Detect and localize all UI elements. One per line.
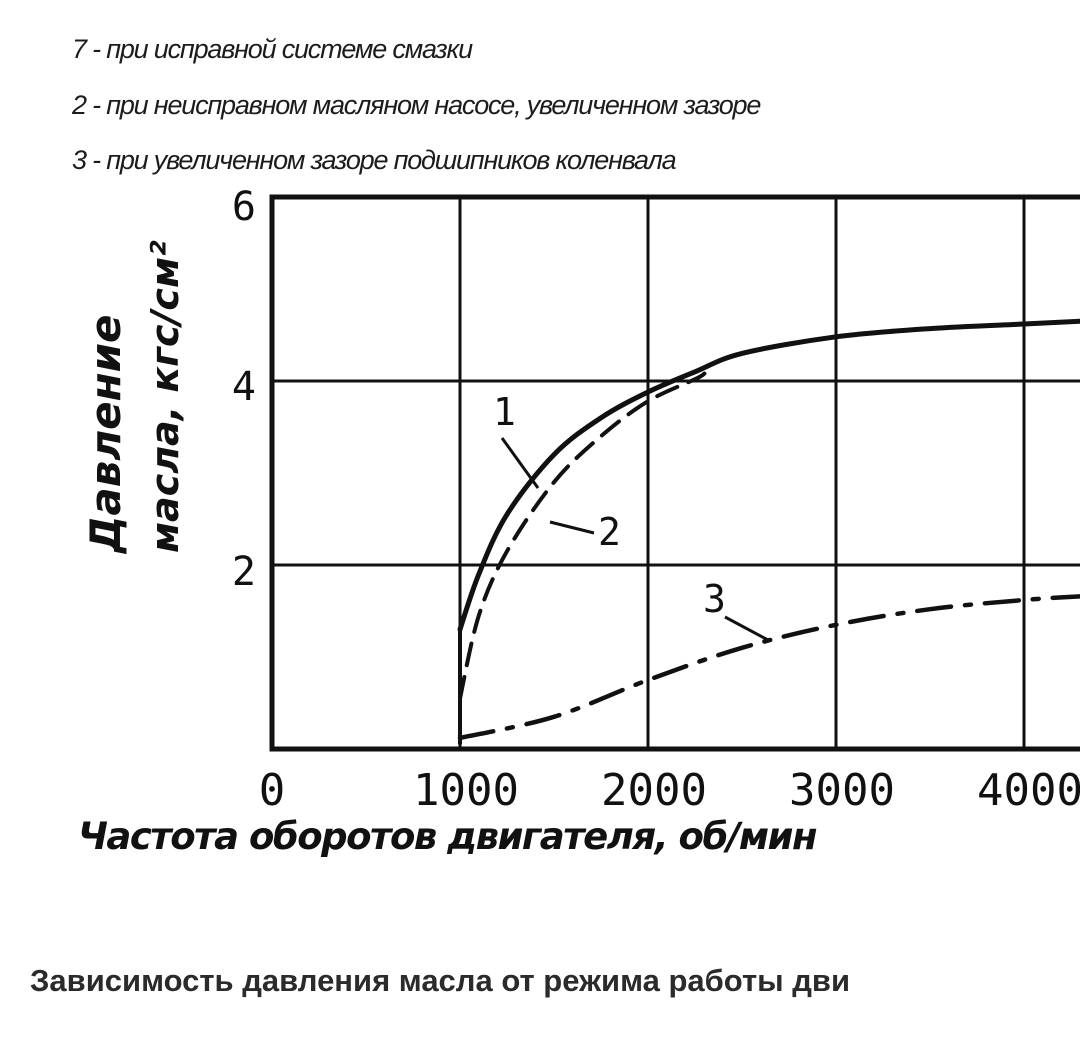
grid — [272, 197, 1080, 749]
series-callout-line-3 — [724, 615, 769, 642]
x-tick-label-1000: 1000 — [413, 765, 519, 816]
y-tick-label-4: 4 — [232, 364, 256, 410]
x-axis-label: Частота оборотов двигателя, об/мин — [78, 815, 817, 858]
series-label-2: 2 — [598, 510, 621, 554]
y-axis-label-line-1: Давление — [81, 314, 130, 555]
series-label-3: 3 — [703, 577, 726, 621]
labels: 1 2 3 2 4 6 0 1000 2000 3000 4000 Частота оборотов … — [78, 184, 1080, 858]
x-tick-label-4000: 4000 — [977, 765, 1080, 816]
y-axis-label-line-2: масла, кгс/см² — [143, 240, 187, 553]
y-tick-label-6: 6 — [232, 184, 256, 230]
figure-caption: Зависимость давления масла от режима раб… — [30, 963, 851, 998]
legend-line-1: 7 - при исправной системе смазки — [72, 34, 473, 64]
series-label-1: 1 — [493, 390, 516, 434]
x-tick-label-2000: 2000 — [601, 765, 707, 816]
plot-frame — [269, 194, 1080, 752]
series-line-3 — [457, 594, 1080, 741]
legend-line-2: 2 - при неисправном масляном насосе, уве… — [72, 90, 761, 120]
series-callout-line-2 — [549, 520, 595, 535]
oil-pressure-chart: 1 2 3 2 4 6 0 1000 2000 3000 4000 Частота оборотов … — [78, 184, 1080, 858]
series-line-1 — [457, 318, 1080, 632]
series-callout-line-1 — [500, 437, 540, 489]
y-tick-label-2: 2 — [232, 549, 256, 595]
legend-line-3: 3 - при увеличенном зазоре подшипников к… — [72, 145, 677, 175]
x-tick-label-3000: 3000 — [789, 765, 895, 816]
series-line-2 — [458, 371, 707, 701]
series-group — [457, 318, 1080, 745]
x-tick-label-0: 0 — [259, 765, 286, 816]
